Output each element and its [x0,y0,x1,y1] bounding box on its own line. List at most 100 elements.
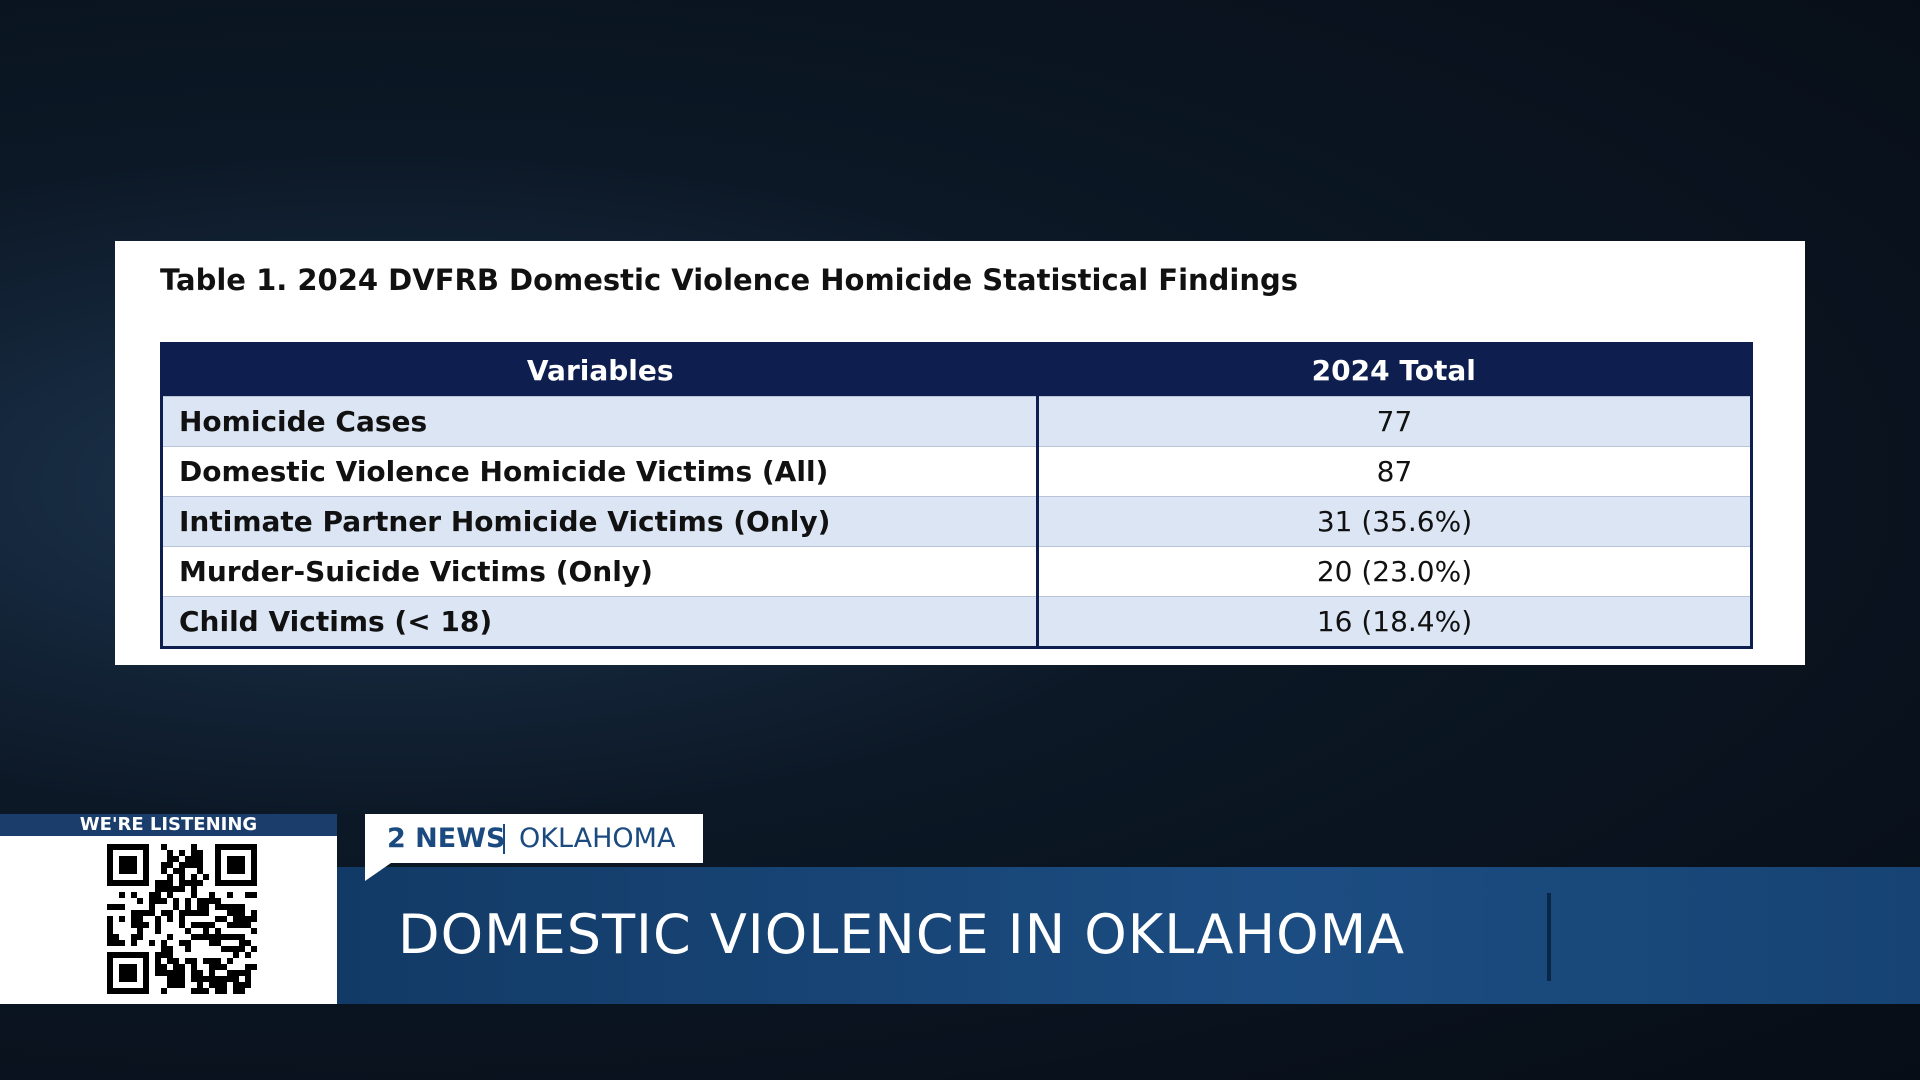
qr-module [155,970,161,976]
qr-module [173,958,179,964]
qr-module [167,880,173,886]
qr-module [191,886,197,892]
qr-module [233,952,239,958]
qr-module [161,862,167,868]
qr-module [155,898,161,904]
qr-module [161,844,167,850]
qr-module [203,898,209,904]
qr-module [227,970,233,976]
qr-module [173,898,179,904]
qr-panel: WE'RE LISTENING [0,814,337,1004]
qr-module [155,922,161,928]
qr-module [233,934,239,940]
qr-module [191,892,197,898]
qr-module [119,940,125,946]
headline: DOMESTIC VIOLENCE IN OKLAHOMA [398,903,1406,966]
qr-module [191,862,197,868]
qr-module [179,868,185,874]
qr-module [179,880,185,886]
qr-module [215,940,221,946]
qr-module [197,922,203,928]
qr-module [155,916,161,922]
qr-module [245,952,251,958]
qr-module [179,874,185,880]
qr-module [167,982,173,988]
qr-module [203,928,209,934]
qr-module [161,988,167,994]
qr-module [233,982,239,988]
qr-module [215,988,221,994]
qr-module [155,964,161,970]
qr-module [161,970,167,976]
qr-module [197,868,203,874]
qr-module [197,856,203,862]
qr-module [161,898,167,904]
qr-module [167,910,173,916]
qr-module [179,916,185,922]
qr-module [215,976,221,982]
qr-module [149,892,155,898]
qr-module [245,922,251,928]
qr-module [227,856,245,874]
qr-module [179,862,185,868]
qr-module [197,898,203,904]
qr-module [143,910,149,916]
qr-code[interactable] [107,844,257,994]
qr-module [209,958,215,964]
qr-module [239,988,245,994]
qr-module [155,952,161,958]
qr-module [167,874,173,880]
qr-module [137,922,143,928]
qr-module [185,940,191,946]
qr-module [239,970,245,976]
qr-module [209,892,215,898]
variable-cell: Child Victims (< 18) [161,596,1039,648]
qr-module [197,934,203,940]
qr-module [113,934,119,940]
qr-module [179,910,185,916]
qr-module [215,916,221,922]
qr-module [179,850,185,856]
qr-module [191,844,197,850]
qr-module [197,910,203,916]
station-tag: 2 NEWS OKLAHOMA [365,814,703,863]
qr-module [185,880,191,886]
qr-module [203,988,209,994]
qr-module [173,886,179,892]
qr-module [155,928,161,934]
qr-module [221,988,227,994]
qr-module [245,976,251,982]
qr-module [233,904,239,910]
qr-module [215,982,221,988]
qr-module [185,946,191,952]
variable-cell: Domestic Violence Homicide Victims (All) [161,446,1039,497]
qr-module [107,934,113,940]
value-cell: 77 [1037,396,1752,447]
qr-module [161,940,167,946]
qr-module [191,880,197,886]
qr-module [197,904,203,910]
qr-module [179,922,185,928]
qr-module [119,856,137,874]
qr-module [227,934,233,940]
qr-module [239,982,245,988]
qr-module [197,862,203,868]
qr-module [107,916,113,922]
qr-module [167,886,173,892]
qr-module [227,976,233,982]
qr-module [161,946,167,952]
qr-module [131,910,137,916]
qr-module [131,916,137,922]
qr-module [191,922,197,928]
qr-module [173,970,179,976]
qr-module [107,922,113,928]
qr-module [179,970,185,976]
qr-module [233,946,239,952]
qr-module [173,982,179,988]
table-row: Child Victims (< 18) 16 (18.4%) [161,596,1752,648]
qr-module [179,940,185,946]
qr-module [233,988,239,994]
qr-module [173,904,179,910]
qr-module [245,916,251,922]
qr-module [185,904,191,910]
